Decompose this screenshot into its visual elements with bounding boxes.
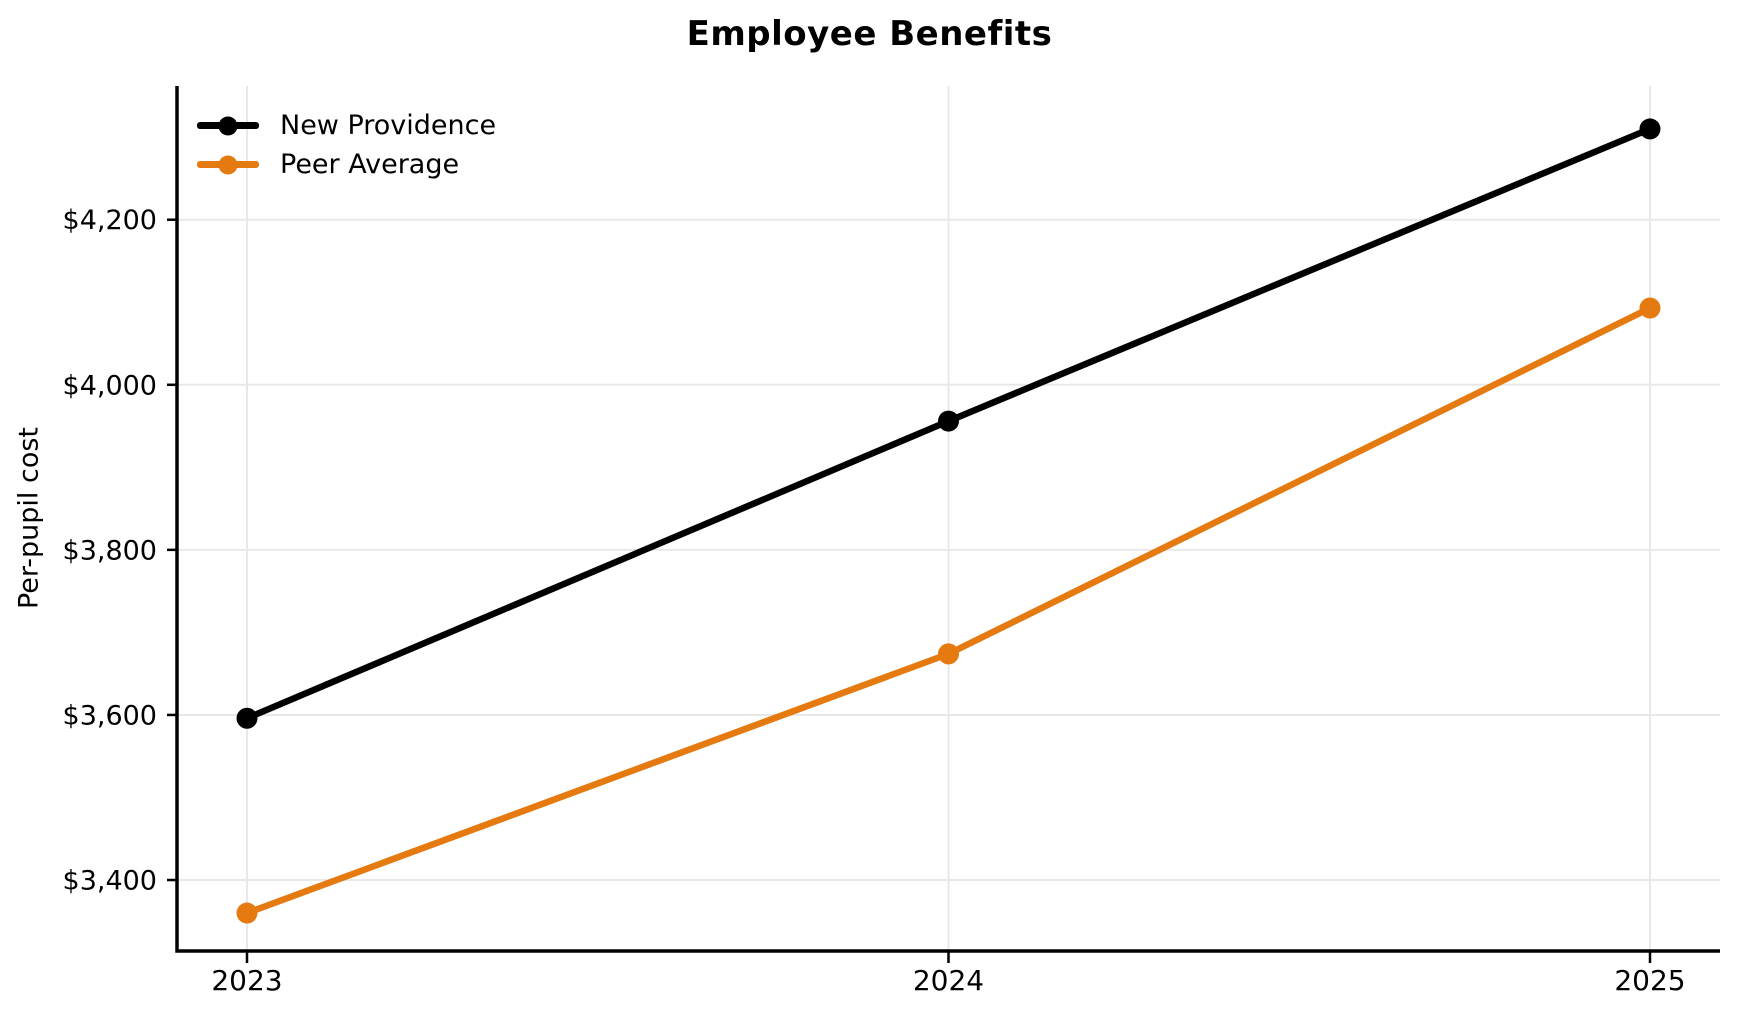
legend: New Providence Peer Average: [197, 110, 497, 189]
legend-item-peer-average: Peer Average: [197, 149, 496, 180]
marker-new-providence-2023: [236, 707, 258, 729]
marker-peer-average-2025: [1639, 297, 1661, 319]
line-marker-swatch-icon: [197, 115, 259, 136]
legend-item-new-providence: New Providence: [197, 110, 497, 141]
marker-peer-average-2024: [938, 643, 959, 665]
marker-peer-average-2023: [236, 902, 258, 924]
axis-spines: [175, 86, 1720, 953]
marker-new-providence-2025: [1639, 118, 1661, 140]
x-tick-label-2023: 2023: [211, 964, 282, 997]
x-tick-label-2025: 2025: [1614, 964, 1685, 997]
y-tick-label-4200: $4,200: [63, 205, 157, 236]
chart-title: Employee Benefits: [686, 14, 1053, 54]
y-tick-label-4000: $4,000: [63, 370, 157, 401]
y-tick-label-3400: $3,400: [63, 866, 157, 897]
marker-new-providence-2024: [938, 410, 959, 432]
x-tick-label-2024: 2024: [913, 964, 984, 997]
y-axis-label: Per-pupil cost: [13, 426, 45, 610]
legend-label: New Providence: [280, 110, 497, 141]
legend-label: Peer Average: [280, 149, 460, 180]
line-marker-swatch-icon: [197, 154, 259, 175]
y-tick-label-3800: $3,800: [63, 535, 157, 566]
y-tick-label-3600: $3,600: [63, 700, 157, 731]
